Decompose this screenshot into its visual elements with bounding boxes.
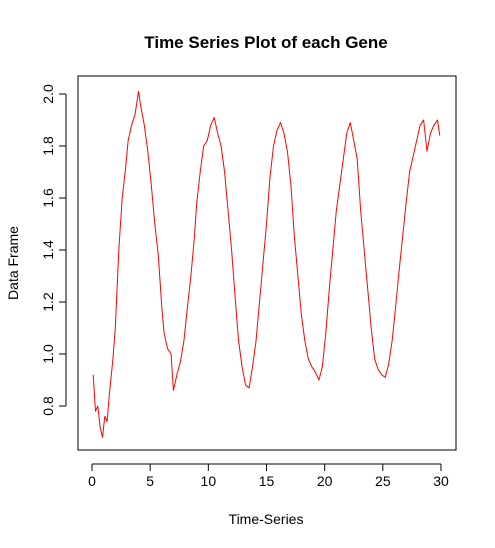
- series-layer: [92, 90, 441, 438]
- y-tick-label: 2.0: [40, 84, 56, 104]
- plot-frame: [77, 75, 457, 451]
- y-axis: 0.8 1.0 1.2 1.4 1.6 1.8 2.0: [40, 84, 67, 416]
- y-tick-label: 1.8: [40, 136, 56, 156]
- x-tick-label: 20: [317, 473, 333, 489]
- x-tick-label: 25: [375, 473, 391, 489]
- x-tick-label: 0: [88, 473, 96, 489]
- x-tick-label: 30: [433, 473, 449, 489]
- y-tick-label: 1.0: [40, 344, 56, 364]
- x-tick-label: 15: [259, 473, 275, 489]
- series-line: [92, 90, 441, 438]
- y-tick-label: 1.2: [40, 292, 56, 312]
- y-tick-label: 0.8: [40, 396, 56, 416]
- x-tick-label: 5: [146, 473, 154, 489]
- y-tick-label: 1.6: [40, 188, 56, 208]
- x-axis: 0 5 10 15 20 25 30: [88, 463, 449, 489]
- x-tick-label: 10: [201, 473, 217, 489]
- y-tick-label: 1.4: [40, 240, 56, 260]
- x-axis-label: Time-Series: [229, 511, 304, 527]
- y-axis-label: Data Frame: [5, 226, 21, 300]
- chart-title: Time Series Plot of each Gene: [144, 33, 387, 52]
